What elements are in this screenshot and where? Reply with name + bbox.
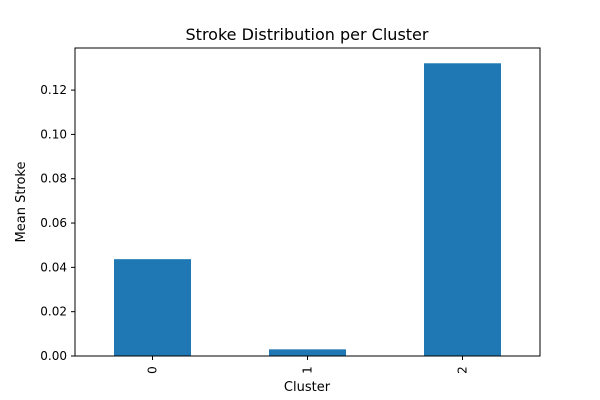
y-axis-label: Mean Stroke	[14, 162, 29, 243]
y-tick-label: 0.12	[40, 83, 67, 97]
x-tick-label: 1	[301, 366, 315, 374]
bars	[114, 63, 501, 356]
x-axis-ticks: 0 1 2	[146, 356, 470, 374]
y-axis-ticks: 0.00 0.02 0.04 0.06 0.08 0.10 0.12	[40, 83, 75, 363]
y-tick-label: 0.02	[40, 305, 67, 319]
bar-cluster-1	[269, 349, 346, 356]
bar-cluster-2	[424, 63, 501, 356]
chart-title: Stroke Distribution per Cluster	[186, 25, 429, 44]
y-tick-label: 0.06	[40, 216, 67, 230]
y-tick-label: 0.00	[40, 349, 67, 363]
x-axis-label: Cluster	[284, 380, 331, 395]
y-tick-label: 0.08	[40, 172, 67, 186]
x-tick-label: 0	[146, 366, 160, 374]
x-tick-label: 2	[456, 366, 470, 374]
y-tick-label: 0.04	[40, 260, 67, 274]
bar-cluster-0	[114, 259, 191, 356]
y-tick-label: 0.10	[40, 127, 67, 141]
plot-frame	[74, 47, 541, 357]
